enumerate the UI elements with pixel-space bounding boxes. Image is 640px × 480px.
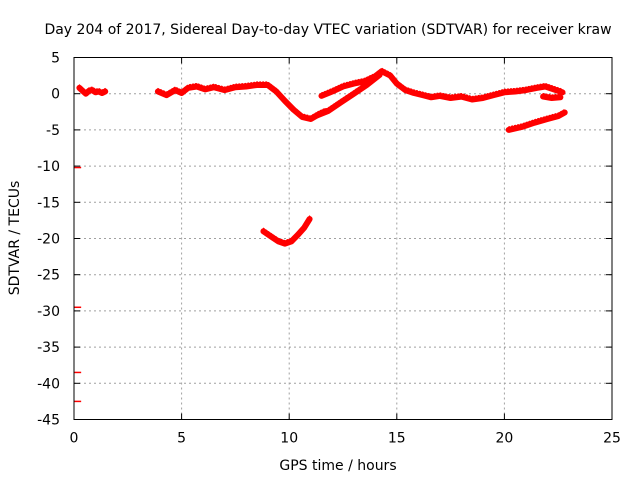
y-tick-label: -45 <box>37 413 60 429</box>
y-axis-title: SDTVAR / TECUs <box>7 181 23 296</box>
y-tick-label: -15 <box>37 195 60 211</box>
series-line-side-branch <box>314 71 383 119</box>
y-tick-label: 5 <box>51 51 60 67</box>
y-tick-label: -10 <box>37 159 60 175</box>
y-tick-label: 0 <box>51 87 60 103</box>
series-jitter-tail-upper <box>542 92 562 96</box>
series-line-tail-lower <box>505 109 568 133</box>
x-tick-label: 10 <box>280 431 298 447</box>
series-jitter-tail-lower <box>508 108 566 128</box>
y-tick-label: -25 <box>37 268 60 284</box>
series-line-tail-upper <box>540 93 564 101</box>
series-line-main-1 <box>154 82 329 122</box>
grid <box>74 57 612 420</box>
series-line-main-0 <box>76 84 109 97</box>
series-jitter-side-branch <box>316 71 381 114</box>
y-tick-label: -20 <box>37 232 60 248</box>
series-jitter-main-2 <box>320 67 564 98</box>
series-jitter-main-0 <box>78 84 106 92</box>
y-tick-label: -30 <box>37 304 60 320</box>
y-tick-label: -35 <box>37 340 60 356</box>
series-jitter-main-1 <box>157 81 327 117</box>
x-tick-label: 15 <box>388 431 406 447</box>
ticks: 0 5 10 15 20 25 5 0 -5 -10 -15 -20 -25 -30 -35 -40 -45 <box>37 51 621 447</box>
x-tick-label: 5 <box>177 431 186 447</box>
y-tick-label: -5 <box>46 123 60 139</box>
series-line-outlier-arc <box>260 216 313 247</box>
y-tick-label: -40 <box>37 376 60 392</box>
x-axis-title: GPS time / hours <box>279 458 396 474</box>
x-tick-label: 20 <box>495 431 513 447</box>
x-tick-label: 0 <box>70 431 79 447</box>
series-jitter-outlier-arc <box>262 215 311 242</box>
chart-title: Day 204 of 2017, Sidereal Day-to-day VTE… <box>44 22 611 38</box>
data-series-layer <box>74 67 568 403</box>
x-tick-label: 25 <box>603 431 621 447</box>
series-line-main-2 <box>318 68 566 103</box>
